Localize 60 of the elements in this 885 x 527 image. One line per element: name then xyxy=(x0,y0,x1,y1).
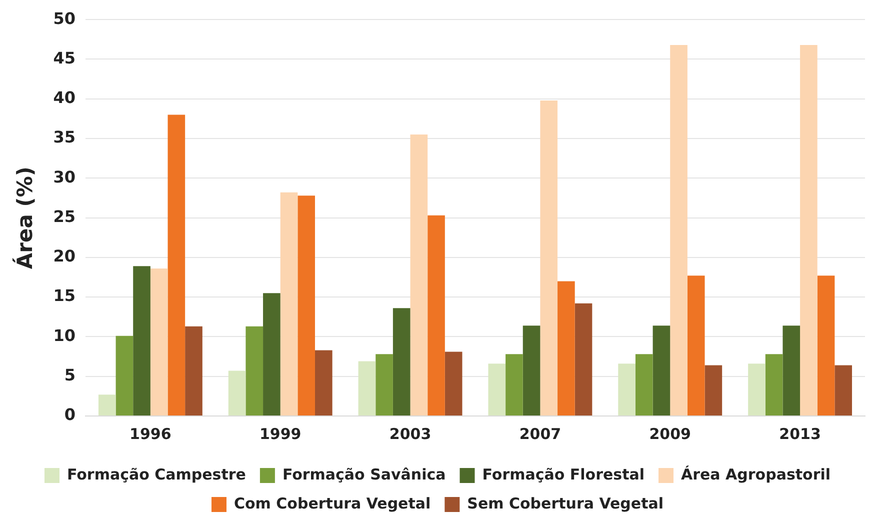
x-tick-label: 1996 xyxy=(130,424,172,443)
bar xyxy=(168,114,186,416)
y-tick-label: 45 xyxy=(53,48,76,68)
bar xyxy=(298,196,315,416)
bar xyxy=(834,365,852,416)
bar xyxy=(410,134,428,416)
y-tick-label: 50 xyxy=(53,8,76,28)
bar xyxy=(765,354,783,416)
bar xyxy=(150,268,168,416)
x-tick-label: 2003 xyxy=(389,424,432,443)
bar xyxy=(574,303,592,416)
y-axis-title: Área (%) xyxy=(12,166,38,270)
bar xyxy=(263,293,280,416)
y-tick-label: 10 xyxy=(53,326,76,345)
y-tick-label: 40 xyxy=(53,88,76,108)
legend-label: Formação Savânica xyxy=(282,465,446,484)
legend-label: Sem Cobertura Vegetal xyxy=(467,494,664,512)
bar xyxy=(782,326,800,416)
bar xyxy=(817,276,835,416)
bar xyxy=(704,365,722,416)
bar xyxy=(687,276,705,416)
bar xyxy=(652,326,670,416)
legend-label: Formação Florestal xyxy=(482,465,645,484)
bar xyxy=(522,326,540,416)
bar xyxy=(314,350,332,416)
bar xyxy=(98,394,116,416)
bar xyxy=(618,364,636,416)
bar xyxy=(444,352,462,416)
y-tick-label: 20 xyxy=(53,246,76,266)
y-tick-label: 25 xyxy=(53,206,76,226)
x-tick-label: 2007 xyxy=(519,424,562,443)
bar xyxy=(246,326,264,416)
x-tick-label: 2009 xyxy=(649,424,691,443)
bar xyxy=(506,354,523,416)
bar xyxy=(428,215,445,416)
bar xyxy=(358,361,376,416)
y-tick-label: 15 xyxy=(53,286,76,306)
bar xyxy=(228,370,246,416)
bar xyxy=(392,308,410,416)
bar xyxy=(558,281,575,416)
x-tick-label: 2013 xyxy=(779,424,821,443)
bar xyxy=(748,364,766,416)
bar xyxy=(185,326,202,416)
bar xyxy=(540,100,558,416)
bar xyxy=(800,44,818,416)
legend-label: Com Cobertura Vegetal xyxy=(234,494,431,512)
bar xyxy=(635,354,653,416)
bar xyxy=(280,192,298,416)
bar xyxy=(116,336,134,416)
legend-label: Formação Campestre xyxy=(66,465,246,484)
legend-label: Área Agropastoril xyxy=(681,465,831,484)
x-tick-label: 1999 xyxy=(259,424,302,443)
bar xyxy=(376,354,393,416)
bar xyxy=(488,364,506,416)
bar xyxy=(133,266,150,416)
y-tick-label: 35 xyxy=(53,128,76,147)
y-tick-label: 0 xyxy=(64,405,76,424)
y-tick-label: 30 xyxy=(53,167,76,186)
bar xyxy=(670,44,688,416)
y-tick-label: 5 xyxy=(64,366,76,385)
